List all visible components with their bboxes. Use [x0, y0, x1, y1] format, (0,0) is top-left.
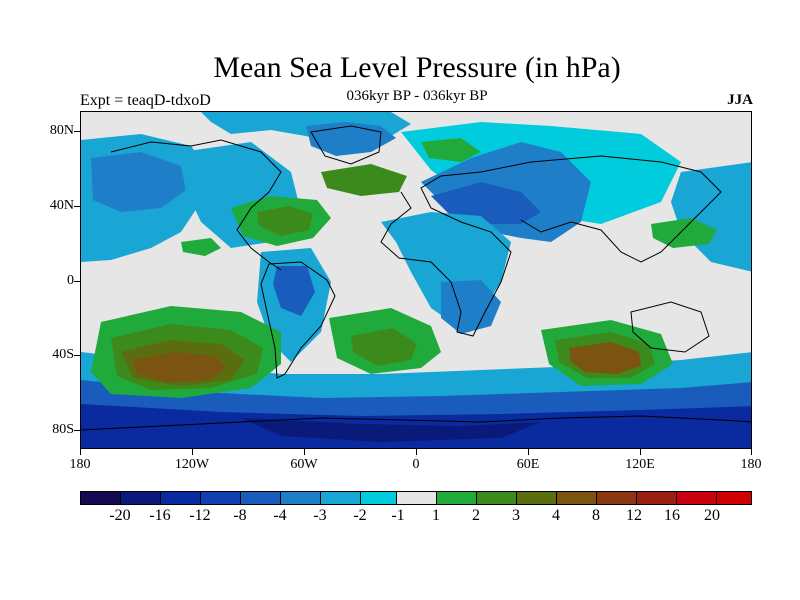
- x-tick: [528, 449, 529, 455]
- y-axis-label: 0: [67, 273, 74, 288]
- y-tick-80n: [74, 131, 80, 132]
- colorbar-swatch: [160, 491, 201, 505]
- x-tick: [751, 449, 752, 455]
- colorbar-label: -4: [273, 507, 287, 524]
- experiment-label: Expt = teaqD-tdxoD: [80, 92, 211, 109]
- coastlines: [81, 125, 751, 431]
- coast-greenland: [310, 125, 382, 165]
- north-pacific-high: [181, 238, 221, 256]
- pressure-map: [80, 111, 752, 449]
- colorbar-swatch: [676, 491, 717, 505]
- colorbar-swatch: [476, 491, 517, 505]
- south-pacific-high-core: [133, 352, 227, 382]
- colorbar-swatch: [596, 491, 637, 505]
- indian-ocean-high-core: [569, 342, 641, 374]
- map-canvas: [81, 112, 751, 448]
- asia-low-core: [431, 182, 541, 224]
- y-axis-label: 80N: [49, 123, 74, 138]
- x-tick: [640, 449, 641, 455]
- x-tick: [192, 449, 193, 455]
- colorbar: [80, 491, 752, 505]
- west-pacific-high: [651, 218, 717, 248]
- colorbar-swatch: [436, 491, 477, 505]
- colorbar-label: 4: [552, 507, 560, 524]
- x-axis-label: 120W: [174, 457, 210, 472]
- colorbar-label: -1: [391, 507, 405, 524]
- colorbar-label: -2: [353, 507, 367, 524]
- y-axis-label: 40S: [52, 347, 74, 362]
- x-axis-label: 120E: [625, 457, 655, 472]
- colorbar-label: 16: [664, 507, 680, 524]
- colorbar-swatch: [120, 491, 161, 505]
- x-axis-label: 60W: [290, 457, 318, 472]
- colorbar-label: -16: [149, 507, 171, 524]
- x-axis-label: 180: [69, 457, 91, 472]
- coast-south-america: [260, 261, 336, 379]
- subpolar-atlantic-high: [321, 164, 407, 196]
- coast-europe-africa: [380, 171, 512, 337]
- x-axis-label: 60E: [516, 457, 540, 472]
- coast-asia: [480, 155, 722, 263]
- chart-title: Mean Sea Level Pressure (in hPa): [213, 51, 621, 84]
- antarctic-deep-core: [241, 418, 541, 442]
- y-tick-80s: [74, 430, 80, 431]
- season-label: JJA: [727, 92, 753, 108]
- x-axis-label: 180: [740, 457, 762, 472]
- y-tick-40s: [74, 355, 80, 356]
- colorbar-swatch: [200, 491, 241, 505]
- y-tick-0: [74, 281, 80, 282]
- colorbar-label: 20: [704, 507, 720, 524]
- x-axis-label: 0: [412, 457, 420, 472]
- colorbar-swatch: [320, 491, 361, 505]
- arctic-high-patch: [421, 138, 481, 162]
- colorbar-label: 12: [626, 507, 642, 524]
- colorbar-swatch: [556, 491, 597, 505]
- colorbar-label: 3: [512, 507, 520, 524]
- colorbar-label: 2: [472, 507, 480, 524]
- colorbar-swatch: [516, 491, 557, 505]
- colorbar-swatch: [396, 491, 437, 505]
- west-pacific-low: [671, 162, 751, 272]
- colorbar-swatch: [80, 491, 121, 505]
- colorbar-swatch: [360, 491, 401, 505]
- colorbar-label: -12: [189, 507, 211, 524]
- y-tick-40n: [74, 206, 80, 207]
- y-axis-label: 80S: [52, 422, 74, 437]
- colorbar-label: -3: [313, 507, 327, 524]
- coast-australia: [630, 301, 710, 353]
- coast-north-america: [110, 139, 282, 271]
- chart-subtitle: 036kyr BP - 036kyr BP: [346, 88, 488, 104]
- x-tick: [416, 449, 417, 455]
- colorbar-swatch: [280, 491, 321, 505]
- southern-africa-low: [441, 280, 501, 334]
- colorbar-label: 1: [432, 507, 440, 524]
- colorbar-label: -20: [109, 507, 131, 524]
- coast-antarctica: [81, 415, 751, 431]
- colorbar-swatch: [716, 491, 752, 505]
- north-atlantic-high-core: [257, 206, 313, 236]
- south-atlantic-high-core: [351, 328, 417, 366]
- south-america-low-core: [273, 266, 315, 316]
- x-tick: [304, 449, 305, 455]
- colorbar-label: -8: [233, 507, 247, 524]
- north-pacific-low-core: [91, 152, 186, 212]
- colorbar-label: 8: [592, 507, 600, 524]
- y-axis-label: 40N: [49, 198, 74, 213]
- colorbar-swatch: [636, 491, 677, 505]
- colorbar-swatch: [240, 491, 281, 505]
- x-tick: [80, 449, 81, 455]
